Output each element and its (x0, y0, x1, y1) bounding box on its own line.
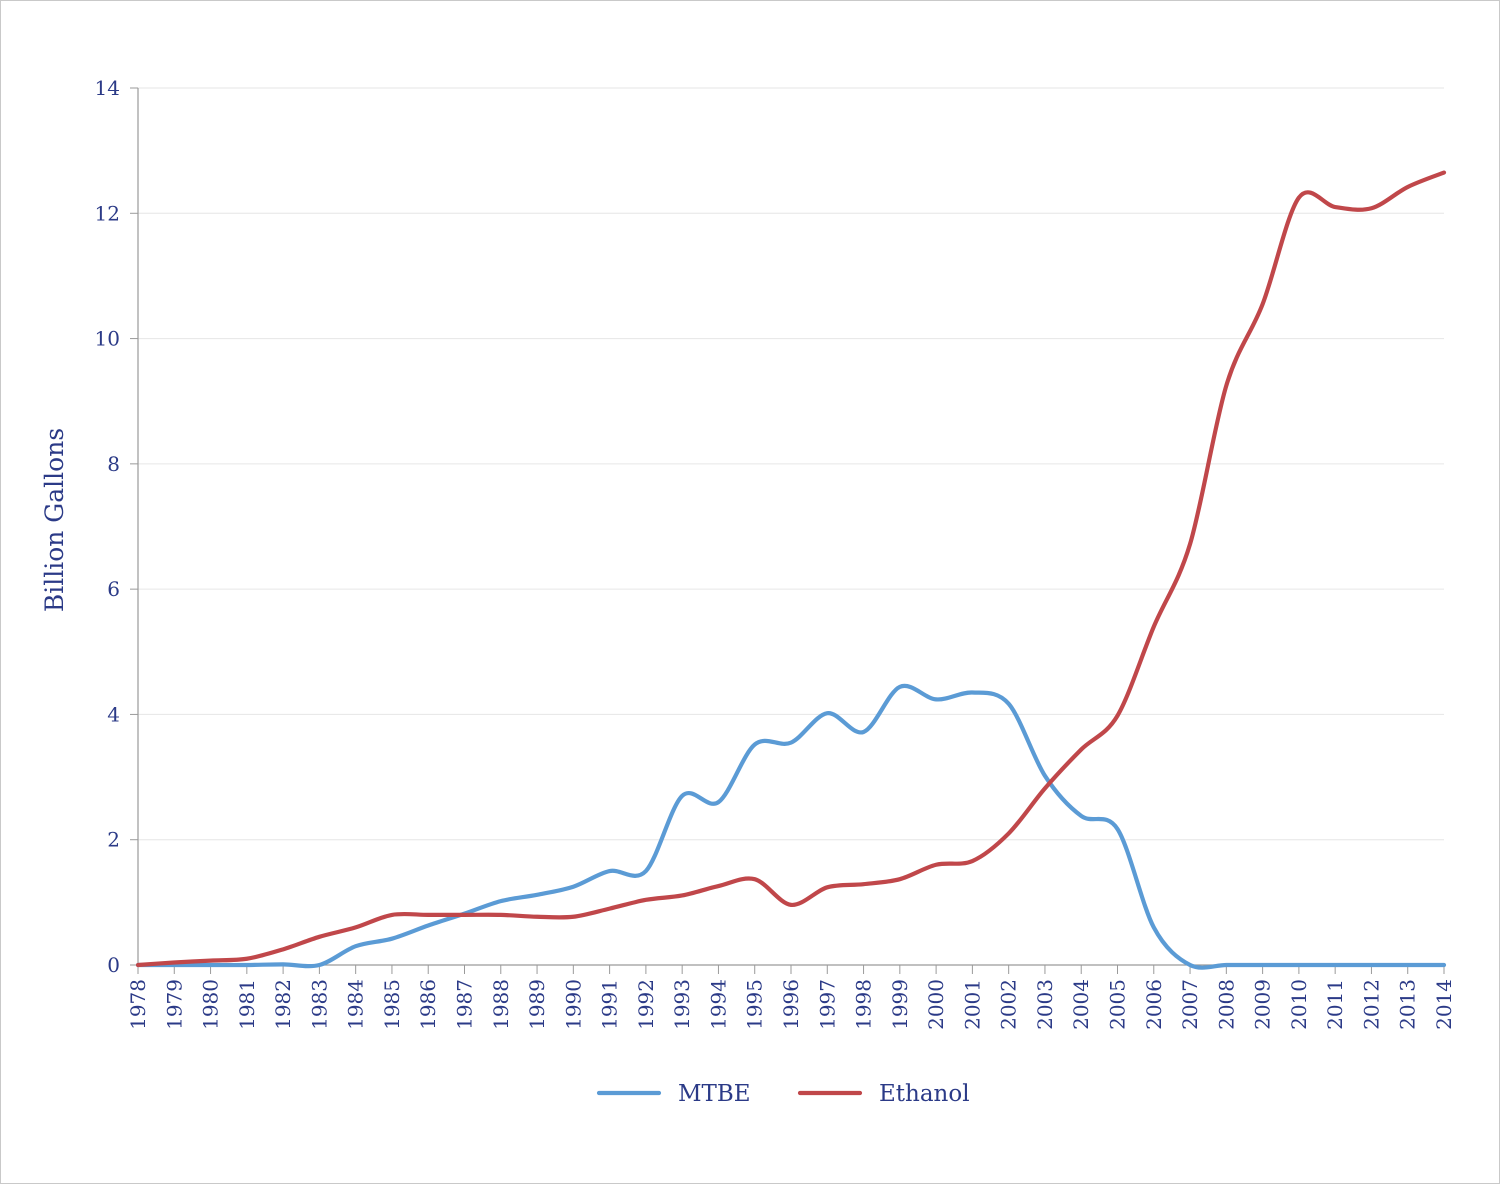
x-tick-label: 1991 (598, 979, 622, 1030)
x-tick-label: 1998 (852, 979, 876, 1030)
x-tick-label: 1978 (126, 979, 150, 1030)
y-tick-label: 6 (107, 577, 120, 601)
series-line-ethanol (135, 170, 1447, 968)
x-tick-label: 1987 (453, 979, 477, 1030)
legend-label: Ethanol (879, 1081, 970, 1107)
y-tick-label: 10 (95, 327, 120, 351)
x-tick-label: 2003 (1033, 979, 1057, 1030)
axes (137, 88, 1444, 966)
x-tick-label: 2002 (997, 979, 1021, 1030)
x-tick-label: 1986 (416, 979, 440, 1030)
y-axis-title: Billion Gallons (40, 428, 69, 612)
x-tick-label: 2001 (960, 979, 984, 1030)
x-tick-label: 1999 (888, 979, 912, 1030)
x-tick-label: 1990 (561, 979, 585, 1030)
x-tick-label: 1994 (706, 979, 730, 1030)
x-tick-label: 1992 (634, 979, 658, 1030)
x-tick-label: 1993 (670, 979, 694, 1030)
x-tick-label: 1983 (307, 979, 331, 1030)
x-tick-label: 2009 (1251, 979, 1275, 1030)
x-tick-label: 2006 (1142, 979, 1166, 1030)
x-tick-label: 1980 (199, 979, 223, 1030)
legend: MTBE Ethanol (596, 1081, 970, 1107)
legend-item-mtbe: MTBE (596, 1081, 751, 1107)
x-tick-labels: 1978 1979 1980 1981 1982 1983 1984 1985 1986 1987… (126, 965, 1456, 1030)
x-tick-label: 2010 (1287, 979, 1311, 1030)
x-tick-label: 1982 (271, 979, 295, 1030)
series-lines (135, 170, 1447, 970)
y-tick-label: 12 (95, 201, 120, 225)
y-tick-labels: 0 2 4 6 8 10 12 14 (95, 76, 138, 977)
x-tick-label: 2004 (1069, 979, 1093, 1030)
gridlines (138, 87, 1444, 841)
x-tick-label: 1989 (525, 979, 549, 1030)
y-tick-label: 14 (95, 76, 120, 100)
x-tick-label: 1984 (344, 979, 368, 1030)
x-tick-label: 2007 (1178, 979, 1202, 1030)
x-tick-label: 2013 (1396, 979, 1420, 1030)
x-tick-label: 1988 (489, 979, 513, 1030)
legend-item-ethanol: Ethanol (797, 1081, 970, 1107)
y-tick-label: 0 (107, 953, 120, 977)
x-tick-label: 2005 (1106, 979, 1130, 1030)
series-line-mtbe (135, 683, 1447, 970)
legend-label: MTBE (678, 1081, 751, 1107)
x-tick-label: 2000 (924, 979, 948, 1030)
x-tick-label: 1996 (779, 979, 803, 1030)
y-tick-label: 8 (107, 452, 120, 476)
y-tick-label: 4 (107, 702, 120, 726)
x-tick-label: 1985 (380, 979, 404, 1030)
x-tick-label: 2008 (1214, 979, 1238, 1030)
x-tick-label: 2012 (1359, 979, 1383, 1030)
x-tick-label: 1981 (235, 979, 259, 1030)
y-tick-label: 2 (107, 828, 120, 852)
x-tick-label: 2014 (1432, 979, 1456, 1030)
x-tick-label: 2011 (1323, 979, 1347, 1030)
x-tick-label: 1995 (743, 979, 767, 1030)
x-tick-label: 1997 (815, 979, 839, 1030)
x-tick-label: 1979 (162, 979, 186, 1030)
